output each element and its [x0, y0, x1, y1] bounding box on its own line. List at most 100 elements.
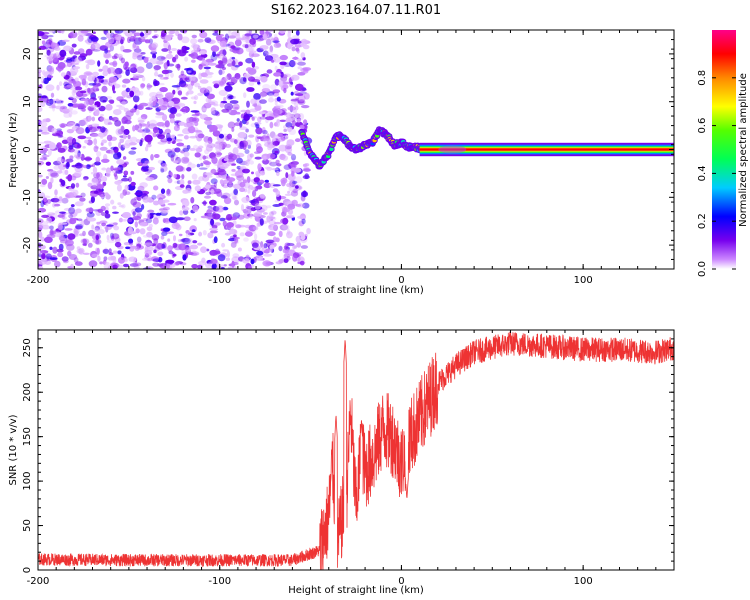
- noise-blob: [252, 34, 259, 39]
- noise-blob: [140, 114, 148, 120]
- noise-blob: [43, 197, 48, 203]
- noise-blob: [209, 124, 218, 132]
- noise-blob: [249, 213, 253, 219]
- noise-blob: [87, 115, 92, 122]
- noise-blob: [66, 57, 72, 61]
- noise-blob: [66, 70, 71, 79]
- noise-blob: [267, 145, 273, 151]
- noise-blob: [186, 75, 192, 83]
- noise-blob: [172, 253, 177, 257]
- noise-blob: [68, 79, 73, 85]
- noise-blob: [45, 176, 50, 179]
- noise-blob: [244, 159, 250, 167]
- noise-blob: [115, 170, 123, 174]
- noise-blob: [186, 145, 191, 150]
- noise-blob: [76, 144, 81, 149]
- noise-blob: [170, 47, 178, 51]
- noise-blob: [134, 207, 143, 213]
- noise-blob: [219, 179, 224, 185]
- noise-blob: [268, 216, 276, 220]
- noise-blob: [193, 144, 199, 151]
- noise-blob: [74, 77, 79, 82]
- noise-blob: [234, 170, 244, 178]
- noise-blob: [275, 104, 284, 109]
- noise-blob: [295, 185, 299, 189]
- noise-blob: [233, 183, 241, 190]
- noise-blob: [82, 238, 87, 244]
- noise-blob: [140, 83, 146, 88]
- noise-blob: [276, 96, 281, 102]
- snr-x-axis-label: Height of straight line (km): [288, 585, 424, 596]
- noise-blob: [82, 243, 87, 246]
- noise-blob: [110, 146, 117, 150]
- noise-blob: [170, 72, 174, 78]
- noise-blob: [56, 248, 64, 253]
- noise-blob: [99, 96, 108, 103]
- noise-blob: [171, 147, 177, 153]
- noise-blob: [189, 135, 198, 139]
- noise-blob: [271, 168, 279, 171]
- noise-blob: [114, 67, 123, 75]
- noise-blob: [222, 206, 229, 211]
- noise-blob: [251, 53, 260, 58]
- noise-blob: [151, 35, 158, 39]
- noise-blob: [204, 184, 211, 189]
- noise-blob: [111, 116, 119, 122]
- noise-blob: [76, 218, 83, 222]
- noise-blob: [253, 93, 261, 101]
- noise-blob: [82, 118, 88, 126]
- noise-blob: [83, 177, 88, 181]
- noise-blob: [268, 224, 278, 231]
- noise-blob: [303, 92, 310, 100]
- noise-blob: [52, 246, 58, 254]
- noise-blob: [153, 249, 157, 254]
- spectrogram-signal: [298, 126, 674, 170]
- noise-blob: [191, 59, 196, 63]
- noise-blob: [169, 106, 178, 115]
- noise-blob: [206, 93, 215, 100]
- noise-blob: [124, 31, 133, 37]
- noise-blob: [198, 176, 205, 182]
- noise-blob: [204, 74, 213, 79]
- noise-blob: [129, 108, 137, 113]
- noise-blob: [290, 154, 297, 161]
- noise-blob: [136, 236, 142, 243]
- noise-blob: [144, 134, 153, 143]
- x-tick-label: 100: [574, 275, 593, 286]
- noise-blob: [95, 234, 100, 241]
- noise-blob: [38, 141, 46, 145]
- noise-blob: [48, 30, 55, 33]
- noise-blob: [251, 171, 254, 175]
- noise-blob: [121, 95, 126, 99]
- noise-blob: [234, 236, 239, 244]
- noise-blob: [239, 120, 243, 128]
- noise-blob: [207, 98, 212, 105]
- noise-blob: [233, 188, 238, 196]
- noise-blob: [297, 99, 306, 106]
- noise-blob: [94, 109, 100, 116]
- noise-blob: [38, 223, 44, 228]
- noise-blob: [290, 38, 300, 45]
- noise-blob: [262, 155, 267, 161]
- noise-blob: [40, 75, 45, 84]
- noise-blob: [224, 161, 232, 166]
- noise-blob: [129, 35, 135, 42]
- noise-blob: [187, 70, 192, 74]
- noise-blob: [286, 242, 295, 247]
- noise-blob: [145, 172, 151, 175]
- noise-blob: [58, 243, 64, 251]
- noise-blob: [222, 67, 226, 70]
- noise-blob: [166, 174, 172, 179]
- noise-blob: [210, 168, 217, 175]
- x-tick-label: -100: [208, 275, 231, 286]
- noise-blob: [67, 103, 74, 107]
- noise-blob: [178, 121, 186, 126]
- noise-blob: [192, 240, 198, 244]
- noise-blob: [266, 91, 275, 96]
- noise-blob: [156, 194, 163, 200]
- noise-blob: [100, 193, 104, 199]
- noise-blob: [206, 209, 212, 216]
- noise-blob: [209, 199, 217, 206]
- noise-blob: [244, 33, 253, 37]
- noise-blob: [135, 262, 142, 267]
